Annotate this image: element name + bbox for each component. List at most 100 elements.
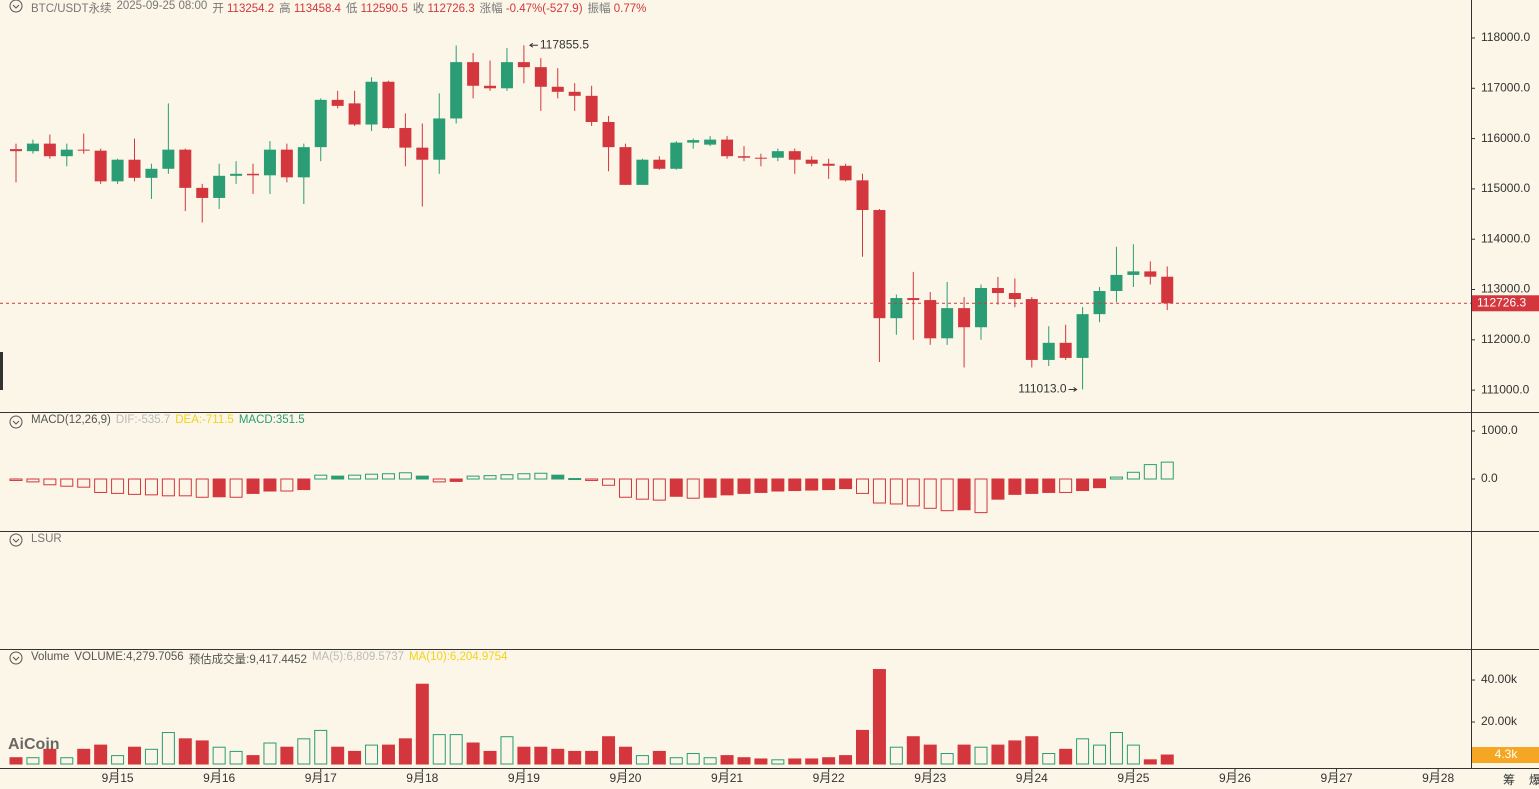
macd-bar	[94, 478, 108, 493]
macd-bar	[602, 478, 616, 486]
side-icons: 筹 爆	[1503, 771, 1539, 788]
macd-bar	[839, 478, 853, 490]
candle-body	[958, 308, 971, 328]
macd-bar	[974, 478, 988, 514]
macd-bar	[1126, 471, 1140, 480]
macd-bar	[9, 478, 23, 481]
candle-body	[721, 139, 734, 157]
candle-body	[924, 300, 937, 339]
volume-bar	[348, 750, 362, 765]
candle-body	[43, 143, 56, 157]
volume-bar	[314, 729, 328, 765]
volume-bar	[111, 755, 125, 765]
macd-bar	[128, 478, 142, 495]
y-tick-label: 116000.0	[1481, 131, 1530, 145]
collapse-icon[interactable]	[9, 651, 23, 665]
candle-body	[111, 159, 124, 182]
candle-body	[619, 147, 632, 185]
volume-bar	[805, 758, 819, 765]
volume-bar	[940, 753, 954, 765]
volume-bar	[26, 757, 40, 765]
icon-button[interactable]: 爆	[1529, 773, 1539, 787]
x-tick-label: 9月18	[406, 771, 438, 785]
collapse-icons	[9, 0, 23, 665]
collapse-icon[interactable]	[9, 0, 23, 13]
y-tick-label: 113000.0	[1481, 282, 1530, 296]
candle-body	[314, 99, 327, 148]
candle-body	[873, 210, 886, 319]
low-annotation: 111013.0	[1018, 382, 1067, 396]
macd-bar	[534, 472, 548, 480]
x-tick-label: 9月27	[1321, 771, 1353, 785]
volume-bar	[381, 744, 395, 765]
volume-bar	[1160, 754, 1174, 765]
candle-body	[416, 147, 429, 160]
collapse-icon[interactable]	[9, 415, 23, 429]
candle-body	[788, 151, 801, 160]
volume-bar	[77, 748, 91, 765]
volume-bar	[771, 759, 785, 765]
candle-body	[737, 156, 750, 158]
annotation-arrow	[528, 42, 538, 48]
label: 开	[212, 3, 224, 15]
volume-bar	[957, 744, 971, 765]
time: 2025-09-25 08:00	[116, 0, 208, 12]
candle-body	[365, 81, 378, 125]
candle-body	[263, 149, 276, 176]
macd-bar	[144, 478, 158, 496]
macd-bar	[280, 478, 294, 492]
macd-bar	[297, 478, 311, 491]
macd-bar	[889, 478, 903, 505]
candle-body	[433, 118, 446, 160]
icon-button[interactable]: 筹	[1503, 773, 1516, 787]
label: 低	[345, 3, 358, 15]
macd-bar	[432, 478, 446, 483]
macd-bar	[263, 478, 277, 492]
volume-bar	[365, 744, 379, 765]
macd-bar	[754, 478, 768, 493]
candle-body	[941, 308, 954, 339]
macd-bar	[957, 478, 971, 511]
macd-bar	[788, 478, 802, 492]
candle-body	[331, 99, 344, 106]
macd-bar	[60, 478, 74, 487]
collapse-icon[interactable]	[9, 533, 23, 547]
candle-body	[297, 147, 310, 178]
value: 0.77%	[613, 3, 647, 15]
volume-bar	[415, 683, 429, 765]
macd-bar	[77, 478, 91, 488]
macd-bar	[1042, 478, 1056, 493]
macd-bar	[365, 473, 379, 480]
x-tick-label: 9月22	[813, 771, 845, 785]
candle-body	[1025, 299, 1038, 360]
candle-body	[128, 159, 141, 178]
macd-bar	[398, 472, 412, 480]
candle-body	[670, 142, 683, 169]
side-handle[interactable]	[0, 352, 3, 390]
volume-bar	[703, 757, 717, 765]
y-tick-label: 115000.0	[1481, 181, 1530, 195]
candle-body	[399, 128, 412, 148]
volume-bar	[618, 746, 632, 765]
volume-bar	[1109, 732, 1123, 765]
legend-item: DEA:-711.5	[175, 414, 234, 426]
macd-bar	[161, 478, 175, 497]
macd-bar	[652, 478, 666, 501]
x-tick-label: 9月15	[102, 771, 134, 785]
last-price-box	[1472, 295, 1539, 312]
candle-body	[1076, 314, 1089, 358]
legend-item: VOLUME:4,279.7056	[74, 651, 184, 663]
volume-bar	[974, 746, 988, 765]
macd-bar	[669, 478, 683, 497]
macd-bar	[348, 474, 362, 480]
y-tick-label: 114000.0	[1481, 231, 1530, 245]
macd-bar	[585, 478, 599, 481]
macd-bar	[381, 473, 395, 480]
volume-bar	[720, 755, 734, 765]
volume-bar	[602, 736, 616, 765]
candle-body	[77, 149, 90, 151]
volume-bar	[280, 746, 294, 765]
macd-bar	[856, 478, 869, 494]
candle-body	[1042, 342, 1055, 360]
macd-bar	[568, 478, 582, 481]
